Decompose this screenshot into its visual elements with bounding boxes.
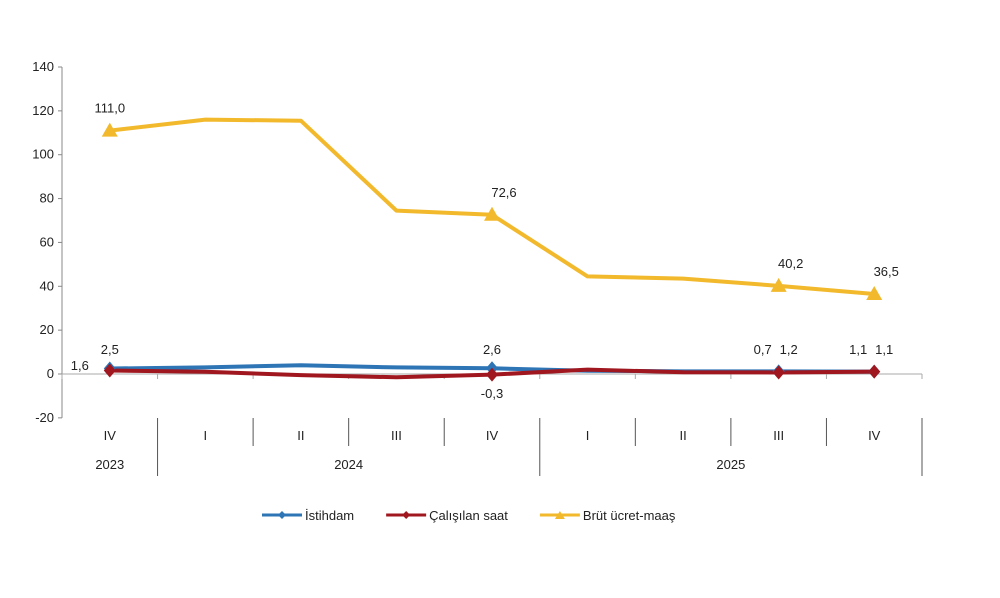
y-tick-label: 0 xyxy=(47,366,54,381)
data-point xyxy=(866,285,883,300)
y-tick-label: 80 xyxy=(40,191,54,206)
x-tick-label: II xyxy=(679,428,686,443)
data-point xyxy=(484,206,500,221)
legend-label: Brüt ücret-maaş xyxy=(583,508,676,523)
x-tick-label: IV xyxy=(486,428,499,443)
legend-label: Çalışılan saat xyxy=(429,508,508,523)
y-tick-label: 60 xyxy=(40,234,54,249)
data-label: 111,0 xyxy=(94,101,125,116)
legend-marker xyxy=(554,511,565,519)
data-label: 2,5 xyxy=(101,342,119,357)
x-tick-label: I xyxy=(586,428,590,443)
y-tick-label: 20 xyxy=(40,322,54,337)
legend-marker xyxy=(278,511,286,519)
data-point xyxy=(486,367,498,382)
y-tick-label: 40 xyxy=(40,278,54,293)
y-tick-label: -20 xyxy=(35,410,54,425)
x-tick-label: IV xyxy=(104,428,117,443)
data-label: 1,1 xyxy=(875,342,893,357)
x-tick-label: III xyxy=(391,428,402,443)
y-tick-label: 120 xyxy=(32,103,54,118)
data-label: -0,3 xyxy=(481,386,503,401)
data-label: 2,6 xyxy=(483,342,501,357)
legend-marker xyxy=(402,511,411,519)
y-tick-label: 100 xyxy=(32,147,54,162)
x-tick-label: IV xyxy=(868,428,881,443)
data-label: 72,6 xyxy=(491,185,516,200)
data-point xyxy=(101,122,118,137)
data-point xyxy=(103,363,116,378)
data-point xyxy=(772,365,785,380)
series-line xyxy=(109,117,875,296)
y-tick-label: 140 xyxy=(32,59,54,74)
x-tick-label: II xyxy=(297,428,304,443)
data-label: 36,5 xyxy=(874,264,899,279)
data-label: 1,1 xyxy=(849,342,867,357)
year-label: 2023 xyxy=(95,457,124,472)
data-label: 0,7 xyxy=(754,342,772,357)
year-label: 2025 xyxy=(716,457,745,472)
x-tick-label: I xyxy=(204,428,208,443)
x-tick-label: III xyxy=(773,428,784,443)
year-label: 2024 xyxy=(334,457,363,472)
data-label: 1,6 xyxy=(71,358,89,373)
data-label: 40,2 xyxy=(778,256,803,271)
data-label: 1,2 xyxy=(780,342,798,357)
legend-label: İstihdam xyxy=(305,508,354,523)
data-point xyxy=(868,364,881,379)
data-point xyxy=(770,277,787,292)
